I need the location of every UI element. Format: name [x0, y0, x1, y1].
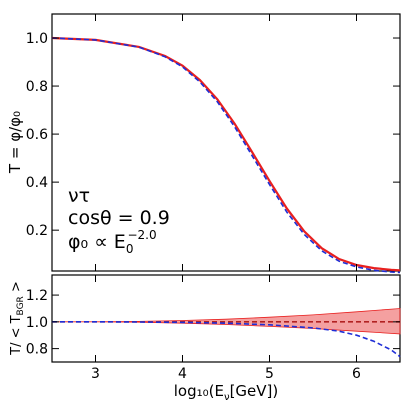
bottom-x-tick-label: 4 [178, 366, 187, 382]
top-panel-frame [51, 13, 401, 272]
bottom-y-axis-label: T/ < TBGR > [9, 281, 26, 356]
top-y-tick-label: 0.4 [26, 175, 48, 191]
bottom-y-tick-label: 0.8 [26, 342, 48, 358]
bottom-y-label-main: T/ < T [9, 315, 24, 355]
annotation-spectrum-main: φ₀ ∝ E [68, 231, 126, 253]
bottom-y-label-end: > [9, 281, 24, 296]
top-y-tick-label: 0.2 [26, 223, 48, 239]
bottom-series-group [52, 308, 401, 358]
x-label-end: [GeV]) [230, 382, 279, 400]
top-series-line-dashed-blue [51, 37, 401, 274]
bottom-x-tick-label: 5 [265, 366, 274, 382]
top-series-line-solid-red [51, 36, 401, 272]
x-label-sub: ν [224, 392, 230, 403]
annotation: ντ cosθ = 0.9 φ₀ ∝ E0−2.0 [68, 185, 170, 256]
annotation-spectrum-sub: 0 [126, 242, 134, 256]
top-y-tick-label: 0.6 [26, 127, 48, 143]
top-panel: 0.2 0.4 0.6 0.8 1.0 T = φ/φ₀ ντ cosθ = 0.9 φ… [6, 13, 401, 274]
x-axis-label: log₁₀(Eν[GeV]) [174, 382, 279, 403]
bottom-x-tick-label: 6 [352, 366, 361, 382]
bottom-y-label-sub: BGR [16, 296, 26, 315]
annotation-angle: cosθ = 0.9 [68, 207, 170, 229]
top-series-group [51, 36, 401, 274]
bottom-x-ticks: 3 4 5 6 [91, 275, 361, 382]
top-y-tick-label: 1.0 [26, 31, 48, 47]
bottom-y-tick-label: 1.2 [26, 288, 48, 304]
annotation-spectrum: φ₀ ∝ E0−2.0 [68, 228, 157, 256]
annotation-spectrum-sup: −2.0 [127, 228, 156, 242]
top-y-ticks: 0.2 0.4 0.6 0.8 1.0 [26, 31, 400, 239]
top-y-axis-label: T = φ/φ₀ [6, 111, 24, 174]
top-x-ticks [95, 14, 357, 271]
bottom-y-ticks: 0.8 1.0 1.2 [26, 288, 400, 358]
bottom-panel: 0.8 1.0 1.2 3 4 5 6 T/ < TBGR > log₁₀(Eν[GeV]… [9, 274, 401, 403]
x-label-main: log₁₀(E [174, 382, 224, 400]
bottom-x-tick-label: 3 [91, 366, 100, 382]
bottom-y-tick-label: 1.0 [26, 315, 48, 331]
annotation-flavor: ντ [68, 185, 90, 207]
top-y-tick-label: 0.8 [26, 79, 48, 95]
